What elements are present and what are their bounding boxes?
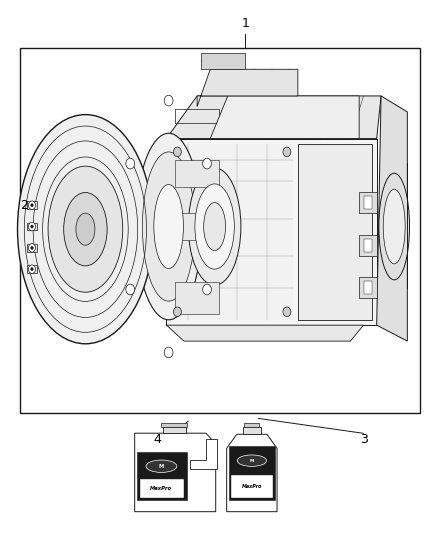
Circle shape [164,347,173,358]
Polygon shape [140,479,184,498]
Bar [364,239,372,252]
Bar [27,223,37,230]
Bar [359,277,377,298]
Ellipse shape [76,213,95,245]
Circle shape [31,225,33,228]
Ellipse shape [204,203,226,251]
Circle shape [28,265,35,273]
Polygon shape [166,325,364,341]
Circle shape [203,284,212,295]
Circle shape [126,158,134,169]
Ellipse shape [142,152,195,301]
Circle shape [28,201,35,209]
Polygon shape [201,53,245,69]
Ellipse shape [195,184,234,269]
Bar [20,48,420,413]
Bar [359,192,377,213]
Polygon shape [137,452,187,500]
Circle shape [31,204,33,207]
Polygon shape [190,439,217,469]
Text: M: M [159,464,164,469]
Text: M: M [250,459,254,463]
Circle shape [164,95,173,106]
Circle shape [173,147,181,157]
Circle shape [28,244,35,252]
Bar [175,160,219,187]
Text: 1: 1 [241,18,249,30]
Polygon shape [298,144,372,320]
Circle shape [173,307,181,317]
Polygon shape [166,139,377,325]
Bar [244,423,259,427]
Circle shape [31,268,33,271]
Polygon shape [171,144,293,320]
Polygon shape [227,434,277,512]
Ellipse shape [146,460,177,472]
Circle shape [283,147,291,157]
Polygon shape [210,96,359,139]
Polygon shape [166,96,381,139]
Bar [161,423,187,427]
Circle shape [28,222,35,231]
Bar [175,282,219,314]
Ellipse shape [237,455,266,466]
Ellipse shape [154,184,184,269]
Bar [243,427,261,434]
Circle shape [126,284,134,295]
Polygon shape [231,475,273,498]
Bar [364,281,372,294]
Circle shape [283,307,291,317]
Bar [163,427,186,433]
Polygon shape [135,433,216,512]
Bar [364,196,372,209]
Bar [27,244,37,252]
Ellipse shape [379,173,410,280]
Bar [27,265,37,273]
Text: MaxPro: MaxPro [242,483,262,489]
Ellipse shape [188,168,241,285]
Bar [359,235,377,256]
Polygon shape [377,96,407,341]
Ellipse shape [383,189,405,264]
Ellipse shape [48,166,123,292]
Text: 3: 3 [360,433,367,446]
Polygon shape [229,446,275,500]
Text: 4: 4 [154,433,162,446]
Ellipse shape [64,192,107,266]
Text: MaxPro: MaxPro [150,486,173,491]
Text: 2: 2 [20,199,28,212]
Bar [175,213,219,240]
Bar [27,201,37,209]
Circle shape [203,158,212,169]
Ellipse shape [18,115,153,344]
Polygon shape [197,69,298,107]
Circle shape [31,246,33,249]
Ellipse shape [136,133,201,320]
